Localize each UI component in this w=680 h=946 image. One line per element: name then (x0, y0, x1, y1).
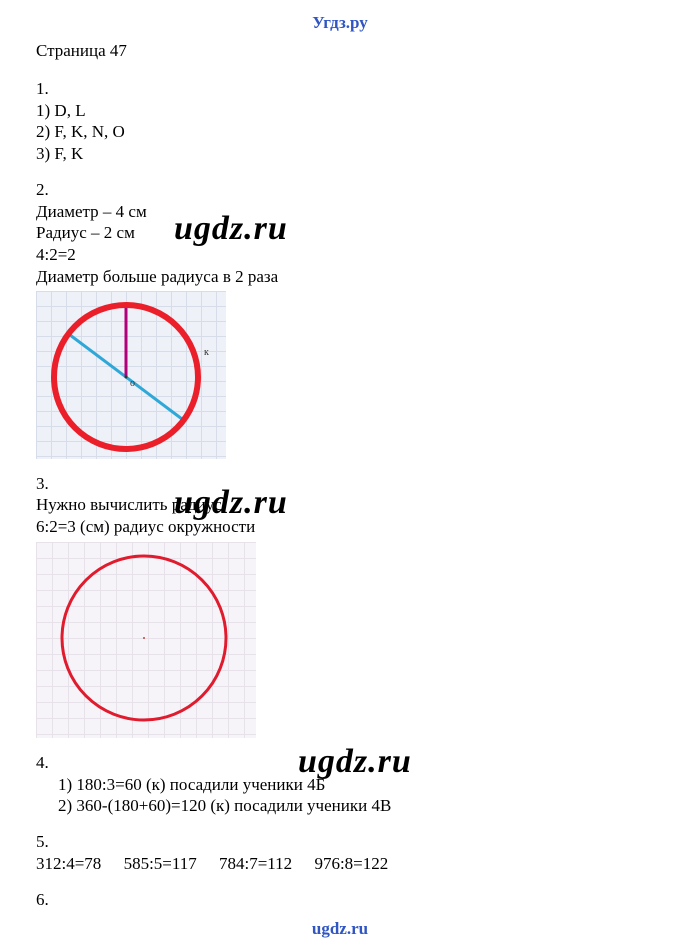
task-5: 5. 312:4=78 585:5=117 784:7=112 976:8=12… (36, 831, 644, 875)
calc-1: 312:4=78 (36, 853, 101, 875)
calc-3: 784:7=112 (219, 853, 292, 875)
task2-line4: Диаметр больше радиуса в 2 раза (36, 266, 644, 288)
task1-line1: 1) D, L (36, 100, 644, 122)
site-footer: ugdz.ru (0, 918, 680, 940)
task5-row: 312:4=78 585:5=117 784:7=112 976:8=122 (36, 853, 644, 875)
task1-line3: 3) F, K (36, 143, 644, 165)
task-num: 1. (36, 78, 644, 100)
task2-line3: 4:2=2 (36, 244, 644, 266)
task-6: 6. (36, 889, 644, 911)
task2-figure: о к (36, 291, 226, 459)
circle-svg (36, 542, 256, 738)
task4-line2: 2) 360-(180+60)=120 (к) посадили ученики… (36, 795, 644, 817)
center-dot (125, 375, 128, 378)
task3-line1: Нужно вычислить радиус: (36, 494, 644, 516)
task1-line2: 2) F, K, N, O (36, 121, 644, 143)
task-3: 3. Нужно вычислить радиус: 6:2=3 (см) ра… (36, 473, 644, 738)
task2-line2: Радиус – 2 см (36, 222, 644, 244)
page-title: Страница 47 (36, 40, 644, 62)
task3-line2: 6:2=3 (см) радиус окружности (36, 516, 644, 538)
task-num: 2. (36, 179, 644, 201)
task-1: 1. 1) D, L 2) F, K, N, O 3) F, K (36, 78, 644, 165)
task4-line1: 1) 180:3=60 (к) посадили ученики 4Б (36, 774, 644, 796)
site-header: Угдз.ру (0, 12, 680, 34)
edge-label: к (204, 347, 209, 360)
calc-4: 976:8=122 (314, 853, 388, 875)
calc-2: 585:5=117 (124, 853, 197, 875)
center-dot (143, 637, 145, 639)
task-num: 3. (36, 473, 644, 495)
task-num: 6. (36, 889, 644, 911)
center-label: о (130, 378, 135, 391)
task2-line1: Диаметр – 4 см (36, 201, 644, 223)
task-num: 5. (36, 831, 644, 853)
circle-svg (36, 291, 226, 459)
task-num: 4. (36, 752, 644, 774)
task-2: 2. Диаметр – 4 см Радиус – 2 см 4:2=2 Ди… (36, 179, 644, 459)
task-4: 4. 1) 180:3=60 (к) посадили ученики 4Б 2… (36, 752, 644, 817)
task3-figure (36, 542, 256, 738)
